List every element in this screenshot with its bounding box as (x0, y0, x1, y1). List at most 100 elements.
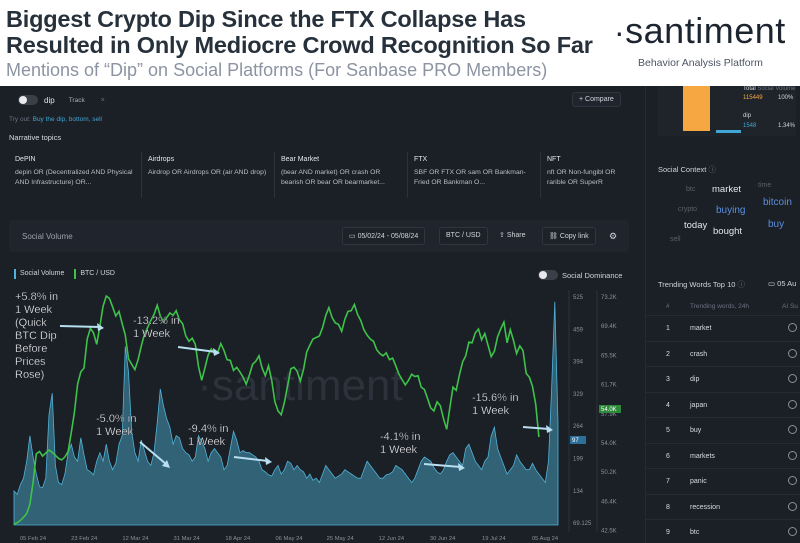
trending-word-row[interactable]: 5 buy (646, 417, 800, 443)
trending-word-row[interactable]: 6 markets (646, 442, 800, 469)
price-point (275, 402, 276, 403)
trending-word-row[interactable]: 9 btc (646, 519, 800, 543)
ai-summary-icon[interactable] (788, 527, 797, 536)
trending-word[interactable]: btc (690, 529, 700, 536)
topic-card-airdrops[interactable]: Airdrops Airdrop OR Airdrops OR (air AND… (142, 152, 275, 198)
volume-point (271, 476, 272, 477)
ai-summary-icon[interactable] (788, 501, 797, 511)
trending-word[interactable]: market (690, 325, 712, 332)
annotation-arrow (177, 346, 217, 353)
topic-card-ftx[interactable]: FTX SBF OR FTX OR sam OR Bankman-Fried O… (408, 152, 541, 198)
volume-point (507, 474, 508, 475)
ai-summary-icon[interactable] (788, 323, 797, 332)
volume-point (65, 474, 66, 475)
link-icon: ⛓ (549, 233, 560, 240)
topic-card-depin[interactable]: DePIN depin OR (Decentralized AND Physic… (9, 152, 142, 198)
topic-card-nft[interactable]: NFT nft OR Non-fungibl OR rarible OR Sup… (541, 152, 631, 198)
volume-point (446, 461, 447, 462)
close-icon[interactable]: × (100, 96, 105, 104)
trending-word-row[interactable]: 7 panic (646, 468, 800, 494)
volume-point (278, 465, 279, 466)
social-dominance-toggle[interactable]: Social Dominance (538, 270, 622, 280)
price-point (389, 359, 390, 360)
try-out-suggestion[interactable]: Buy the dip, bottom, sell (32, 116, 102, 123)
cloud-word[interactable]: buy (768, 219, 785, 230)
cloud-word[interactable]: market (712, 184, 742, 195)
trending-word[interactable]: japan (690, 401, 708, 409)
annotation-label: -9.4% in 1 Week (188, 423, 228, 448)
price-point (192, 338, 193, 339)
price-point (526, 373, 527, 374)
trending-word[interactable]: panic (690, 478, 707, 485)
cloud-word[interactable]: btc (686, 186, 696, 193)
gear-icon[interactable]: ⚙ (609, 231, 618, 241)
volume-point (354, 476, 355, 477)
x-tick-label: 25 May 24 (327, 536, 355, 542)
track-button[interactable]: Track (68, 96, 85, 104)
trending-word[interactable]: recession (690, 503, 720, 511)
trending-word[interactable]: buy (690, 427, 702, 434)
cloud-word[interactable]: today (684, 220, 708, 231)
trending-date-picker[interactable]: ▭ 05 Au (768, 279, 796, 288)
price-point (224, 350, 225, 351)
trending-word-row[interactable]: 2 crash (646, 340, 800, 367)
cloud-word[interactable]: buying (716, 205, 746, 216)
date-range-picker[interactable]: ▭ 05/02/24 - 05/08/24 (342, 227, 426, 245)
volume-point (558, 423, 559, 424)
volume-tick-label: 199 (573, 457, 584, 463)
price-point (364, 330, 365, 331)
volume-point (135, 452, 136, 453)
ai-summary-icon[interactable] (788, 348, 797, 358)
x-tick-label: 05 Feb 24 (20, 536, 47, 542)
price-point (465, 356, 466, 357)
trending-word-row[interactable]: 1 market (646, 315, 800, 341)
price-point (310, 345, 311, 346)
cloud-word[interactable]: crypto (678, 206, 698, 213)
query-toggle[interactable] (18, 95, 38, 105)
social-dominance-switch[interactable] (538, 270, 558, 280)
price-point (367, 335, 368, 336)
volume-point (529, 469, 530, 470)
social-volume-btc-chart[interactable]: ·santiment 525 459 394 329 264 199 134 69.125 73.… (0, 282, 645, 543)
trending-word[interactable]: markets (690, 452, 715, 460)
trending-word-row[interactable]: 4 japan (646, 391, 800, 418)
price-point (408, 380, 409, 381)
trending-word[interactable]: dip (690, 376, 700, 383)
volume-point (252, 455, 253, 456)
ai-summary-icon[interactable] (788, 374, 797, 383)
cloud-word[interactable]: bitcoin (763, 197, 792, 208)
trending-word-row[interactable]: 8 recession (646, 493, 800, 520)
volume-point (443, 469, 444, 470)
compare-button[interactable]: + Compare (572, 92, 621, 107)
volume-point (151, 465, 152, 466)
legend-social-volume[interactable]: Social Volume (14, 269, 68, 279)
topic-card-bear-market[interactable]: Bear Market (bear AND market) OR crash O… (275, 152, 408, 198)
cloud-word[interactable]: sell (670, 236, 681, 243)
ai-summary-icon[interactable] (788, 399, 797, 409)
volume-point (265, 472, 266, 473)
price-point (262, 368, 263, 369)
copy-link-button[interactable]: ⛓ Copy link (542, 227, 596, 245)
annotation-line: Rose) (15, 369, 44, 381)
volume-point (233, 431, 234, 432)
pair-selector[interactable]: BTC / USD (439, 227, 488, 245)
price-point (497, 336, 498, 337)
cloud-word[interactable]: time (758, 182, 772, 189)
ai-summary-icon[interactable] (788, 476, 797, 485)
search-query-text[interactable]: dip (44, 95, 55, 105)
x-tick-label: 19 Jul 24 (482, 536, 506, 542)
price-point (424, 389, 425, 390)
legend-btc-usd[interactable]: BTC / USD (74, 269, 119, 279)
share-button[interactable]: ⇪ Share (493, 227, 532, 245)
trending-word[interactable]: crash (690, 350, 708, 358)
ai-summary-icon[interactable] (788, 425, 797, 434)
volume-point (52, 393, 53, 394)
trending-word-row[interactable]: 3 dip (646, 366, 800, 392)
volume-point (367, 461, 368, 462)
volume-point (189, 455, 190, 456)
ai-summary-icon[interactable] (788, 450, 797, 460)
annotation-arrowhead (162, 460, 170, 468)
vol-total-label-text: Total (743, 86, 756, 92)
volume-point (430, 461, 431, 462)
cloud-word[interactable]: bought (713, 226, 743, 237)
